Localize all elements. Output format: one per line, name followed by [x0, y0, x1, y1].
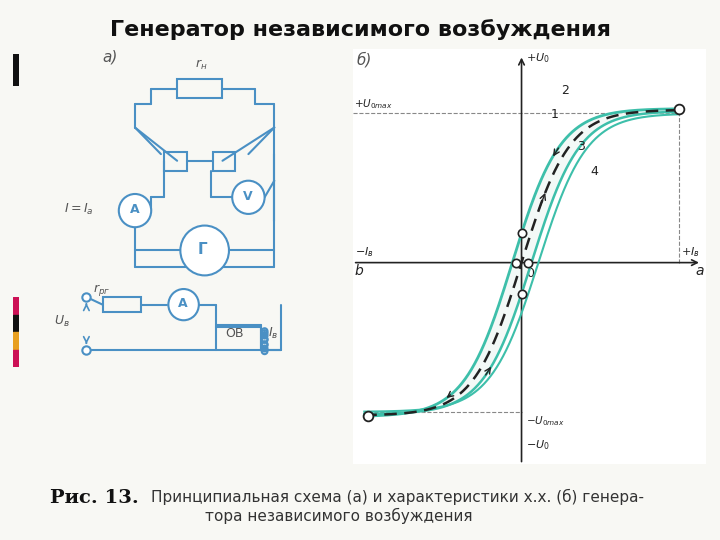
Circle shape: [119, 194, 151, 227]
Text: $I = I_а$: $I = I_а$: [63, 202, 93, 218]
Text: V: V: [243, 190, 253, 203]
Circle shape: [168, 289, 199, 320]
Text: b: b: [354, 264, 364, 278]
Text: 1: 1: [551, 109, 559, 122]
Text: Г: Г: [197, 242, 207, 257]
Text: $-U_0$: $-U_0$: [526, 438, 550, 453]
Text: 0: 0: [526, 267, 534, 280]
Bar: [13, 332, 19, 350]
Text: $r_{рг}$: $r_{рг}$: [93, 282, 110, 298]
Text: a: a: [696, 264, 703, 278]
Bar: [13, 350, 19, 367]
Bar: [13, 314, 19, 332]
Bar: [213, 152, 235, 171]
Text: б): б): [356, 52, 372, 68]
Text: Принципиальная схема (а) и характеристики х.х. (б) генера-: Принципиальная схема (а) и характеристик…: [151, 489, 644, 505]
Text: $-I_в$: $-I_в$: [355, 245, 374, 259]
Text: а): а): [102, 49, 118, 64]
Text: $U_в$: $U_в$: [54, 314, 70, 329]
Text: $+I_в$: $+I_в$: [681, 245, 700, 259]
Circle shape: [181, 226, 229, 275]
Circle shape: [232, 181, 265, 214]
Text: тора независимого возбуждения: тора независимого возбуждения: [205, 508, 473, 524]
Text: A: A: [178, 298, 188, 310]
Text: $+U_{0max}$: $+U_{0max}$: [354, 97, 393, 111]
Text: A: A: [130, 203, 139, 216]
Text: Рис. 13.: Рис. 13.: [50, 489, 139, 507]
Text: 3: 3: [577, 140, 585, 153]
Text: ОВ: ОВ: [225, 327, 244, 340]
Text: 2: 2: [562, 84, 570, 97]
Text: $I_в$: $I_в$: [268, 326, 278, 341]
Text: $+U_0$: $+U_0$: [526, 51, 550, 65]
Text: $r_н$: $r_н$: [195, 58, 207, 72]
Bar: [13, 297, 19, 314]
Bar: [177, 79, 222, 98]
Bar: [164, 152, 187, 171]
Text: Генератор независимого возбуждения: Генератор независимого возбуждения: [109, 19, 611, 40]
Bar: [102, 297, 141, 312]
Text: 4: 4: [590, 165, 598, 178]
Text: $-U_{0max}$: $-U_{0max}$: [526, 414, 565, 428]
